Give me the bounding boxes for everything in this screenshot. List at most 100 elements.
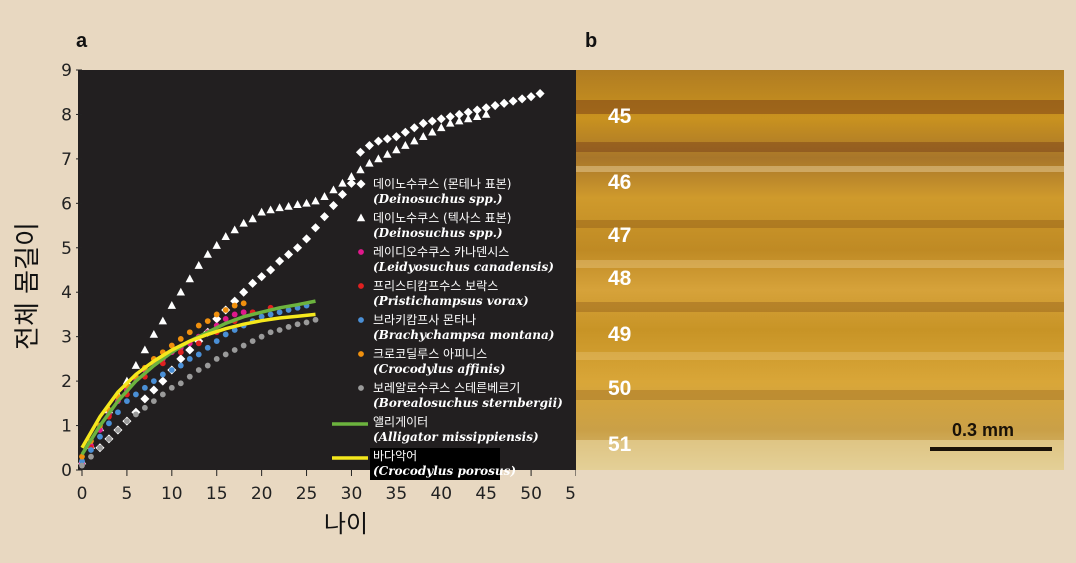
y-tick-label: 0 — [61, 461, 72, 481]
data-point — [365, 158, 374, 167]
data-point — [149, 385, 159, 395]
data-point — [382, 134, 392, 144]
legend-latin: (Pristichampsus vorax) — [373, 294, 529, 308]
data-point — [473, 112, 482, 120]
data-point — [401, 141, 410, 149]
legend-item-8: 바다악어(Crocodylus porosus) — [332, 448, 516, 480]
data-point — [213, 338, 220, 345]
data-point — [267, 329, 274, 336]
data-point — [124, 398, 130, 405]
data-point — [141, 384, 148, 391]
legend-item-5: 크로코딜루스 아피니스(Crocodylus affinis) — [358, 347, 505, 376]
x-tick-label: 0 — [77, 484, 88, 504]
data-point — [437, 123, 446, 132]
data-point — [275, 203, 284, 212]
data-point — [222, 351, 229, 358]
data-point — [239, 218, 248, 227]
data-point — [150, 378, 157, 385]
y-tick-label: 1 — [61, 417, 72, 437]
data-point — [428, 127, 437, 136]
y-tick-label: 6 — [61, 194, 72, 214]
data-point — [337, 189, 347, 199]
data-point — [186, 329, 193, 336]
scale-bar — [930, 447, 1052, 451]
ring-label-49: 49 — [608, 323, 632, 346]
data-point — [258, 313, 265, 320]
legend-name: 보레알로수쿠스 스테른베르기 — [373, 381, 520, 395]
x-tick-label: 35 — [386, 484, 408, 504]
legend-item-1: 데이노수쿠스 (텍사스 표본)(Deinosuchus spp.) — [356, 211, 511, 240]
data-point — [293, 243, 303, 253]
data-point — [454, 109, 464, 119]
data-point — [285, 323, 292, 330]
legend-swatch — [358, 249, 364, 255]
data-point — [410, 136, 419, 145]
legend-swatch — [358, 385, 364, 391]
panel-a-label: a — [76, 30, 88, 52]
data-point — [131, 361, 141, 369]
data-point — [418, 118, 428, 128]
data-point — [204, 344, 211, 351]
data-point — [222, 331, 229, 338]
data-point — [140, 394, 150, 404]
data-point — [168, 384, 175, 391]
data-point — [177, 349, 184, 356]
data-point — [267, 311, 274, 318]
data-point — [526, 92, 536, 102]
x-tick-label: 20 — [251, 484, 273, 504]
data-point — [88, 453, 94, 460]
data-point — [446, 118, 455, 127]
data-point — [248, 278, 258, 288]
x-tick-label: 45 — [475, 484, 497, 504]
data-point — [79, 453, 85, 460]
data-point — [115, 409, 121, 416]
data-point — [231, 311, 238, 318]
data-point — [294, 321, 301, 328]
y-tick-label: 5 — [61, 239, 72, 259]
data-point — [284, 249, 294, 259]
data-point — [508, 96, 518, 106]
x-tick-label: 10 — [161, 484, 183, 504]
data-point — [150, 398, 157, 405]
data-point — [186, 355, 193, 362]
plot-background — [78, 70, 576, 470]
ring-label-46: 46 — [608, 171, 632, 194]
data-point — [328, 201, 339, 211]
data-point — [195, 367, 202, 373]
legend-latin: (Borealosuchus sternbergii) — [373, 396, 563, 410]
data-point — [185, 274, 194, 283]
data-point — [79, 462, 85, 469]
data-point — [329, 185, 338, 194]
legend-latin: (Deinosuchus spp.) — [373, 192, 503, 206]
data-point — [347, 172, 356, 180]
data-point — [221, 232, 230, 240]
data-point — [472, 105, 482, 115]
ring-label-51: 51 — [608, 433, 632, 456]
ring-label-50: 50 — [608, 377, 632, 400]
data-point — [231, 347, 238, 353]
data-point — [168, 342, 175, 349]
data-point — [177, 335, 184, 342]
y-tick-label: 8 — [61, 105, 72, 125]
data-point — [159, 371, 166, 378]
legend-name: 프리스티캄프수스 보락스 — [373, 279, 498, 293]
series-layer — [77, 89, 545, 469]
data-point — [383, 149, 392, 158]
data-point — [97, 433, 103, 440]
data-point — [240, 309, 247, 316]
x-axis-label: 나이 — [324, 510, 368, 538]
legend-name: 레이디오수쿠스 카나덴시스 — [373, 245, 509, 259]
data-point — [373, 136, 383, 146]
data-point — [204, 318, 211, 325]
data-point — [97, 444, 103, 451]
data-point — [132, 411, 139, 418]
data-point — [222, 307, 229, 313]
legend-name: 바다악어 — [373, 449, 417, 463]
legend-swatch — [358, 283, 364, 289]
ring-label-45: 45 — [608, 105, 632, 128]
ring-label-47: 47 — [608, 224, 632, 247]
data-point — [517, 94, 527, 104]
legend-swatch — [358, 351, 364, 357]
data-point — [158, 376, 168, 386]
data-point — [213, 311, 220, 318]
